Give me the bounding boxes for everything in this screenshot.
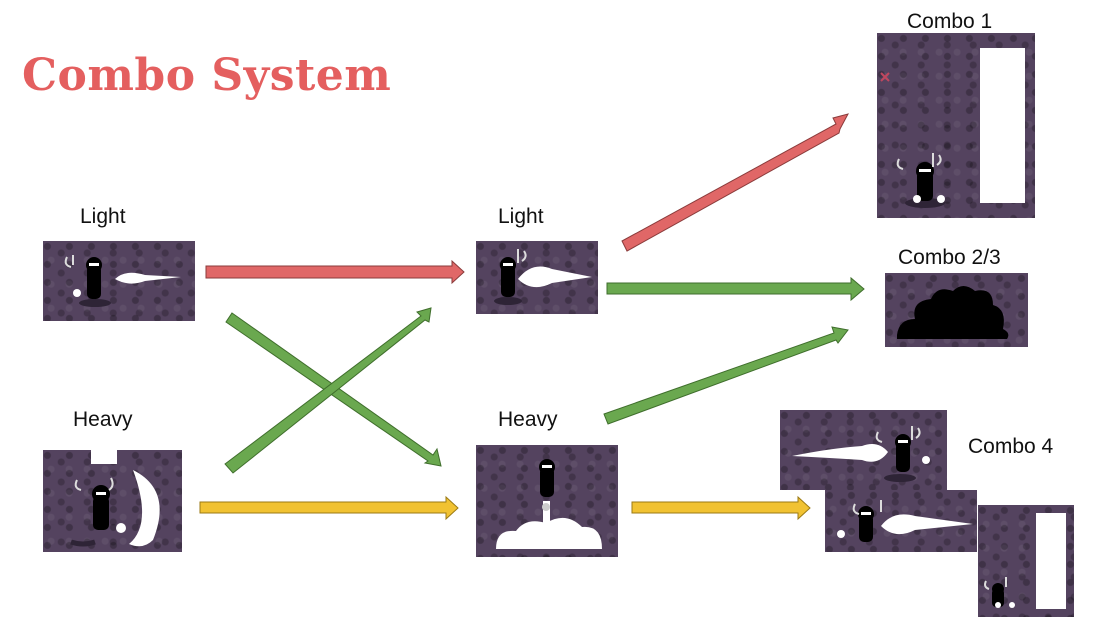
combo4-frame-2 xyxy=(825,490,977,552)
arrow-heavy-to-combo4 xyxy=(631,495,811,521)
arrow-heavy-to-heavy xyxy=(199,495,459,521)
combo1-frame xyxy=(877,33,1035,218)
label-heavy-start: Heavy xyxy=(73,408,133,431)
combo4-frame-1 xyxy=(780,410,947,490)
label-light-mid: Light xyxy=(498,205,544,228)
label-combo1: Combo 1 xyxy=(907,10,993,33)
label-combo23: Combo 2/3 xyxy=(898,246,1001,269)
light-mid-frame xyxy=(476,241,598,314)
arrow-light-to-combo1 xyxy=(621,113,849,252)
arrow-light-to-light xyxy=(205,259,465,285)
heavy-mid-frame xyxy=(476,445,618,557)
label-heavy-mid: Heavy xyxy=(498,408,558,431)
label-light-start: Light xyxy=(80,205,126,228)
combo4-frame-3 xyxy=(978,505,1074,617)
heavy-start-frame xyxy=(43,450,182,552)
label-combo4: Combo 4 xyxy=(968,435,1054,458)
arrow-heavy-to-combo23 xyxy=(603,326,849,425)
light-start-frame xyxy=(43,241,195,321)
arrow-heavy-to-light xyxy=(224,307,432,474)
page-title: Combo System xyxy=(22,50,392,101)
combo23-frame xyxy=(885,273,1028,347)
arrow-light-to-combo23 xyxy=(606,276,865,302)
